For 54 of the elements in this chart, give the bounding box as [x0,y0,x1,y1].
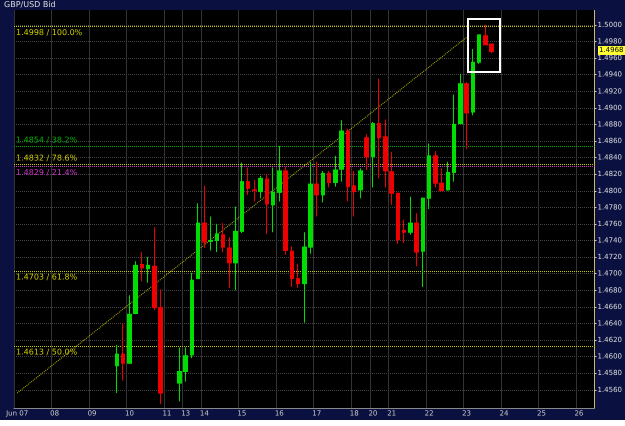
candlestick [115,344,119,394]
ref-line-label: 1.4613 / 50.0% [16,347,78,356]
candlestick [396,192,400,244]
candlestick [202,185,207,248]
candlestick [240,162,244,234]
candlestick [339,120,344,182]
ref-line-label: 1.4854 / 38.2% [16,135,78,144]
candlestick [327,170,331,188]
candlestick [121,322,125,382]
candlestick [427,142,431,210]
candlestick [402,219,406,244]
ref-line-label: 1.4998 / 100.0% [16,28,83,38]
candlestick [140,252,144,282]
candlestick [246,167,250,196]
candlestick [333,155,338,188]
candlestick [371,121,375,188]
candlestick [408,196,413,236]
candlestick [252,179,257,202]
candlestick [221,222,225,253]
candlestick [146,256,150,284]
candlestick [258,175,263,199]
chart-title: GBP/USD Bid [4,0,56,10]
candlestick [233,206,238,291]
ref-line-label: 1.4703 / 61.8% [16,272,78,282]
candlestick [471,48,475,116]
candlestick [452,94,456,182]
candlestick [477,34,481,64]
candlestick [283,166,288,256]
candlestick [321,170,325,203]
candlestick [190,272,194,359]
ref-line-label: 1.4829 / 21.4% [16,168,78,178]
candlestick [346,128,350,202]
candlestick [458,73,463,125]
candlestick [364,134,369,171]
candlestick [215,223,219,253]
candlestick [196,202,200,280]
candlestick [352,170,356,217]
candlestick [296,263,300,288]
candlestick [265,174,269,234]
candlestick [271,167,275,233]
candlestick [133,260,138,315]
candlestick [421,196,425,288]
candlestick [290,246,294,288]
candlestick [446,161,450,192]
candlestick [127,294,132,365]
candlestick [377,78,381,179]
ref-line-label: 1.4832 / 78.6% [16,154,78,163]
candlestick [414,212,419,267]
candlestick [464,82,469,150]
candlestick [208,216,213,251]
candlestick [314,161,319,217]
candlestick [358,168,363,199]
candlestick [227,236,232,288]
candlestick [277,145,282,202]
